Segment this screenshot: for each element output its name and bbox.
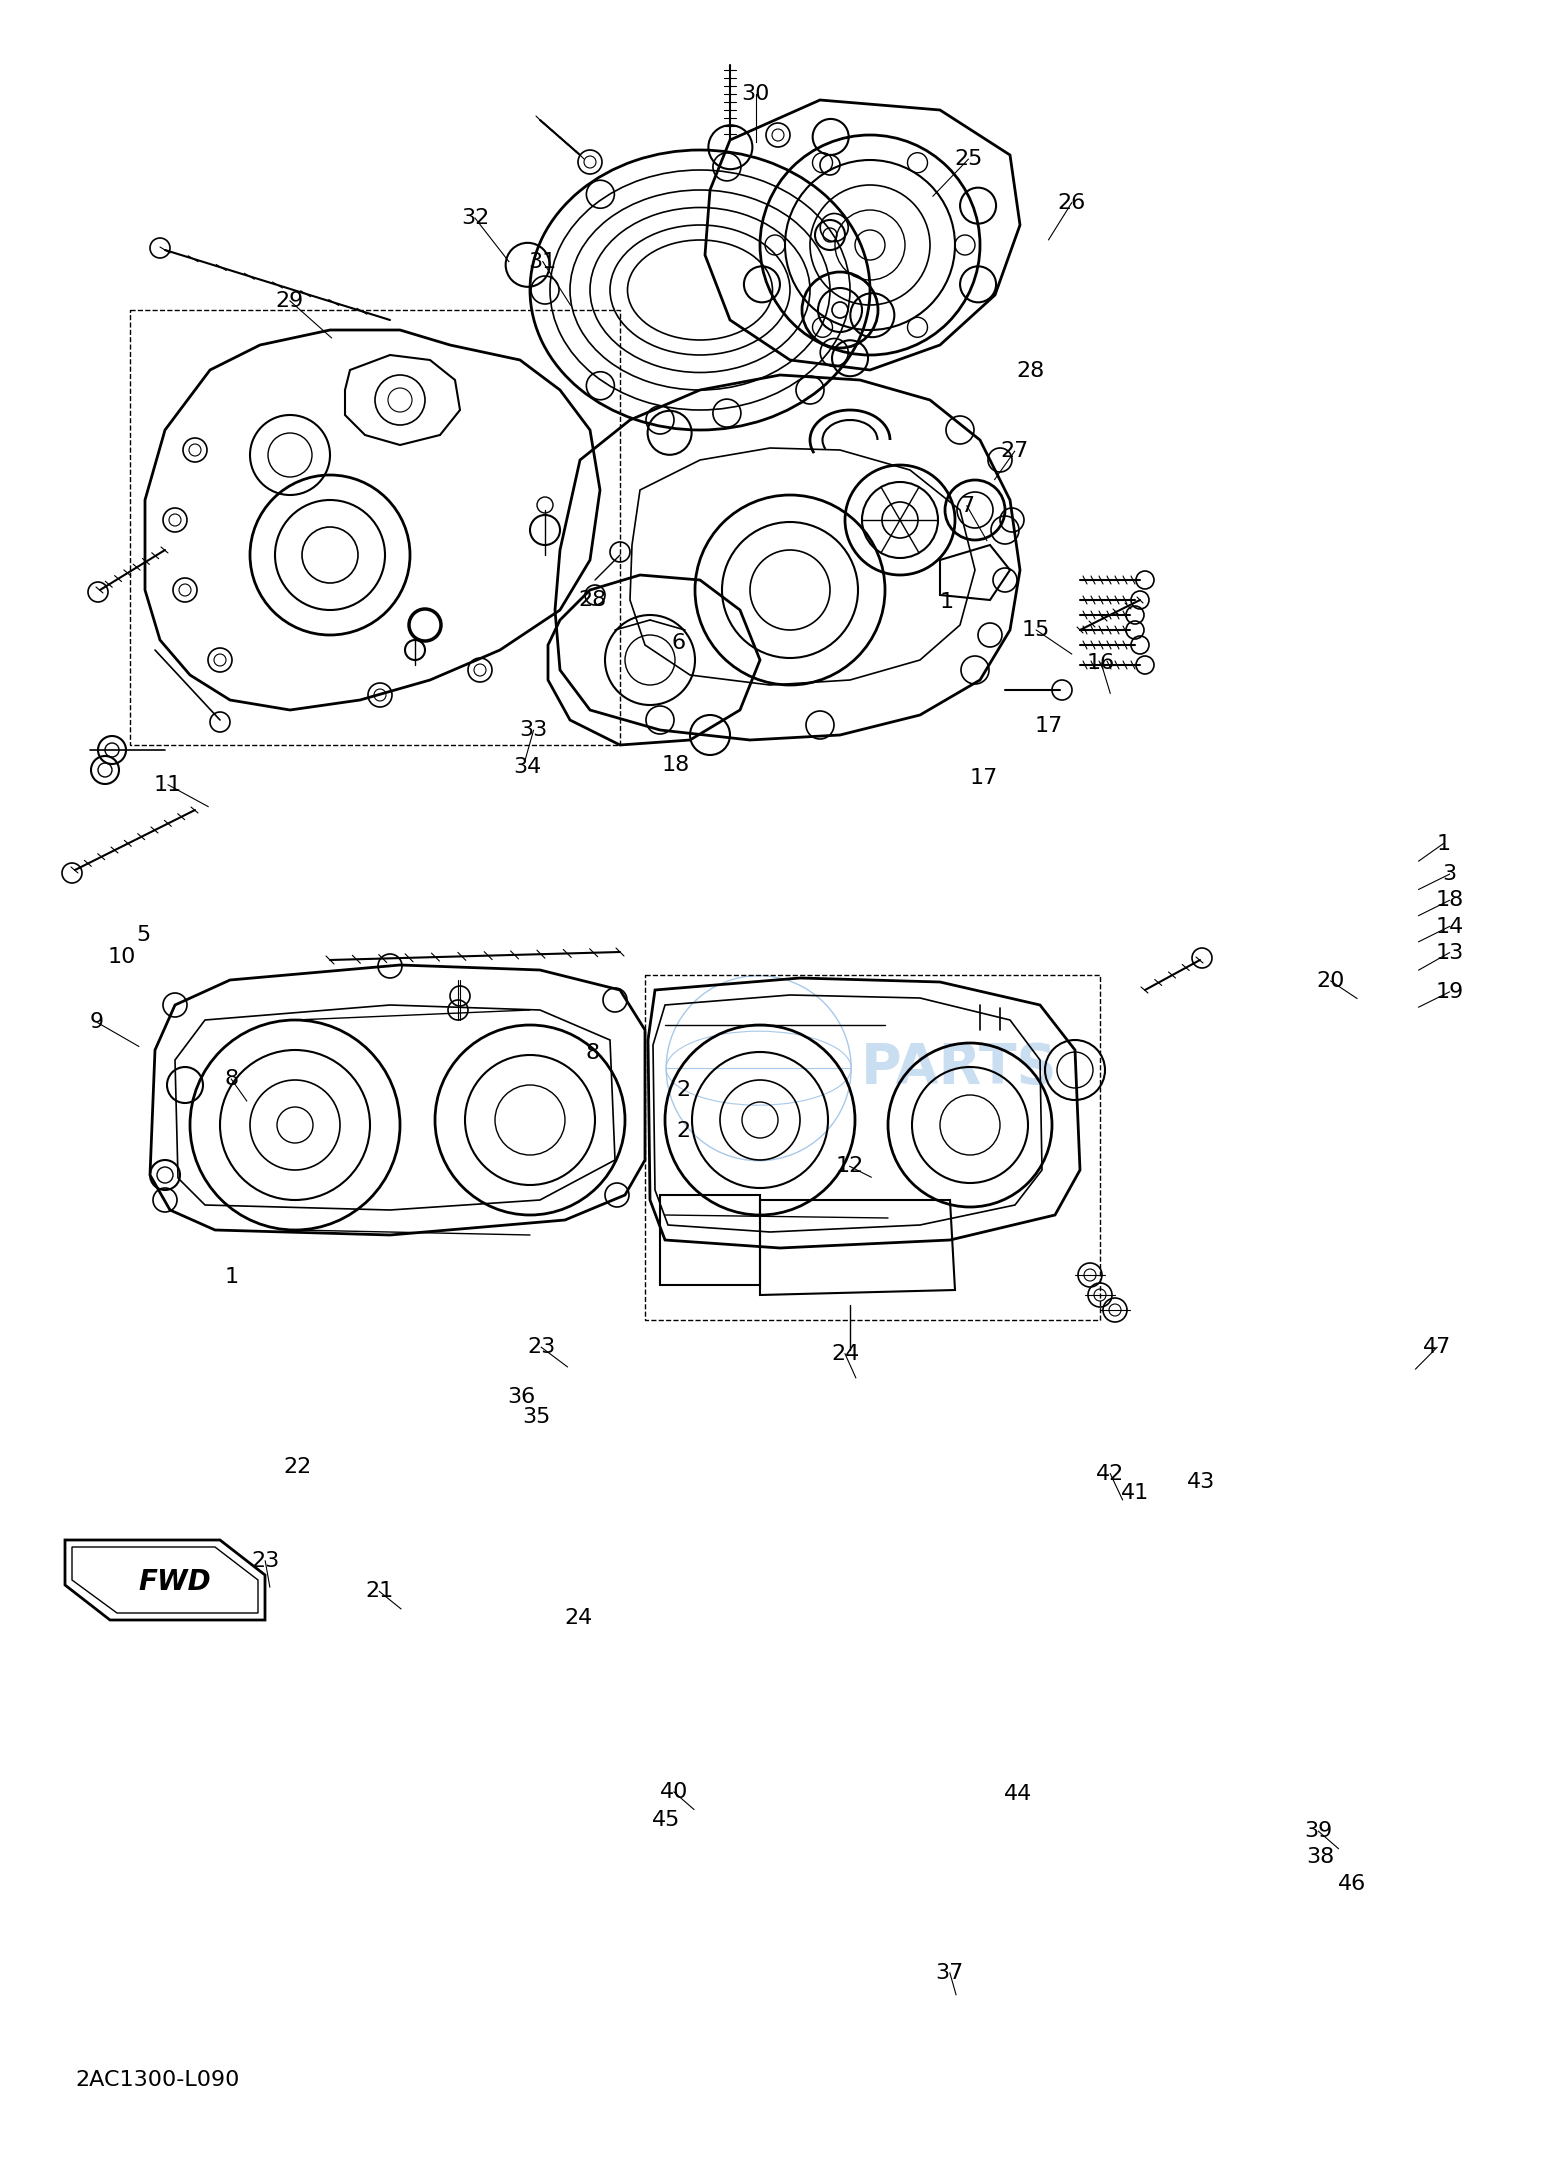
Text: FWD: FWD bbox=[139, 1567, 211, 1596]
Text: 40: 40 bbox=[660, 1781, 688, 1803]
Text: 14: 14 bbox=[1436, 916, 1463, 937]
Text: 6: 6 bbox=[671, 632, 686, 654]
Text: 8: 8 bbox=[224, 1068, 239, 1090]
Text: 42: 42 bbox=[1096, 1463, 1124, 1485]
Text: 15: 15 bbox=[1022, 619, 1050, 641]
Text: 23: 23 bbox=[251, 1550, 279, 1572]
Text: 5: 5 bbox=[136, 924, 151, 946]
Text: 24: 24 bbox=[564, 1607, 592, 1628]
Text: 36: 36 bbox=[507, 1386, 535, 1408]
Text: 1: 1 bbox=[939, 591, 954, 613]
Text: 46: 46 bbox=[1338, 1873, 1366, 1894]
Text: 24: 24 bbox=[831, 1343, 859, 1365]
Text: 22: 22 bbox=[284, 1456, 311, 1478]
Text: 39: 39 bbox=[1305, 1820, 1332, 1842]
Text: PARTS: PARTS bbox=[860, 1042, 1056, 1094]
Text: 8: 8 bbox=[584, 1042, 600, 1064]
Text: 2AC1300-L090: 2AC1300-L090 bbox=[76, 2071, 239, 2091]
Text: 18: 18 bbox=[662, 754, 689, 776]
Text: 3: 3 bbox=[1442, 863, 1457, 885]
Text: 41: 41 bbox=[1121, 1482, 1149, 1504]
Text: 16: 16 bbox=[1087, 652, 1115, 674]
Text: 27: 27 bbox=[1001, 440, 1029, 462]
Text: 26: 26 bbox=[1058, 192, 1086, 214]
Text: 47: 47 bbox=[1423, 1336, 1451, 1358]
Text: 10: 10 bbox=[108, 946, 136, 968]
Text: 17: 17 bbox=[970, 767, 998, 789]
Text: 45: 45 bbox=[652, 1809, 680, 1831]
Text: 25: 25 bbox=[954, 148, 982, 170]
Text: 43: 43 bbox=[1187, 1472, 1215, 1493]
Text: 28: 28 bbox=[1016, 360, 1044, 381]
Text: 37: 37 bbox=[936, 1962, 964, 1984]
Text: 11: 11 bbox=[154, 774, 182, 796]
Text: 38: 38 bbox=[1306, 1846, 1334, 1868]
Text: 30: 30 bbox=[742, 83, 769, 105]
Text: 34: 34 bbox=[513, 756, 541, 778]
Text: 29: 29 bbox=[276, 290, 304, 312]
Text: 1: 1 bbox=[1436, 833, 1451, 855]
Text: 35: 35 bbox=[523, 1406, 550, 1428]
Text: 12: 12 bbox=[836, 1155, 864, 1177]
Text: 9: 9 bbox=[89, 1012, 105, 1033]
Text: 18: 18 bbox=[1436, 889, 1463, 911]
Text: 20: 20 bbox=[1317, 970, 1345, 992]
Text: 2: 2 bbox=[675, 1079, 691, 1101]
Text: 23: 23 bbox=[527, 1336, 555, 1358]
Text: 31: 31 bbox=[529, 251, 557, 272]
Text: 1: 1 bbox=[224, 1267, 239, 1288]
Text: 19: 19 bbox=[1436, 981, 1463, 1003]
Text: 13: 13 bbox=[1436, 942, 1463, 964]
Text: 33: 33 bbox=[520, 719, 547, 741]
Text: 17: 17 bbox=[1035, 715, 1062, 737]
Text: 44: 44 bbox=[1004, 1783, 1032, 1805]
Text: 7: 7 bbox=[959, 495, 975, 517]
Text: 2: 2 bbox=[675, 1121, 691, 1142]
Text: 32: 32 bbox=[461, 207, 489, 229]
Text: 21: 21 bbox=[365, 1580, 393, 1602]
Text: 28: 28 bbox=[578, 589, 606, 610]
